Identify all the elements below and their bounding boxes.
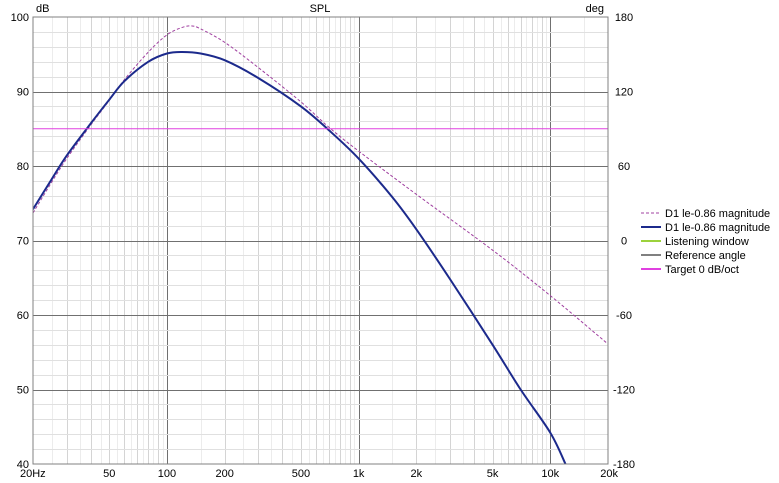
x-tick-label: 500	[292, 468, 310, 480]
x-tick-label: 20Hz	[20, 468, 46, 480]
series-line-2	[33, 51, 567, 464]
legend-label: Listening window	[665, 236, 749, 248]
x-tick-label: 10k	[541, 468, 559, 480]
y-left-tick-label: 90	[17, 87, 29, 99]
y-left-tick-label: 80	[17, 161, 29, 173]
legend: D1 le-0.86 magnitude D1 le-0.86 magnitude…	[641, 208, 770, 276]
tick-labels: 20Hz 50 100 200 500 1k 2k 5k 10k 20k1009080706050…	[11, 12, 635, 480]
y-left-tick-label: 100	[11, 12, 29, 24]
legend-label: Target 0 dB/oct	[665, 264, 739, 276]
y-right-tick-label: 60	[618, 161, 630, 173]
y-left-unit-label: dB	[36, 3, 49, 15]
y-left-tick-label: 60	[17, 310, 29, 322]
y-right-tick-label: 180	[615, 12, 633, 24]
x-tick-label: 100	[158, 468, 176, 480]
x-tick-label: 50	[103, 468, 115, 480]
chart-title: SPL	[310, 3, 331, 15]
y-right-tick-label: 0	[621, 236, 627, 248]
series-group	[33, 25, 608, 464]
y-left-tick-label: 50	[17, 385, 29, 397]
grid	[33, 17, 608, 464]
y-left-tick-label: 40	[17, 459, 29, 471]
y-left-tick-label: 70	[17, 236, 29, 248]
y-right-tick-label: -180	[613, 459, 635, 471]
legend-label: D1 le-0.86 magnitude	[665, 208, 770, 220]
y-right-tick-label: -60	[616, 310, 632, 322]
x-tick-label: 1k	[353, 468, 365, 480]
plot-border	[32, 16, 609, 465]
legend-label: Reference angle	[665, 250, 746, 262]
plot-area	[33, 17, 608, 464]
x-tick-label: 2k	[411, 468, 423, 480]
x-tick-label: 5k	[487, 468, 499, 480]
x-tick-label: 200	[215, 468, 233, 480]
legend-label: D1 le-0.86 magnitude	[665, 222, 770, 234]
y-right-tick-label: -120	[613, 385, 635, 397]
y-right-tick-label: 120	[615, 87, 633, 99]
x-tick-label: 20k	[600, 468, 618, 480]
y-right-unit-label: deg	[586, 3, 604, 15]
